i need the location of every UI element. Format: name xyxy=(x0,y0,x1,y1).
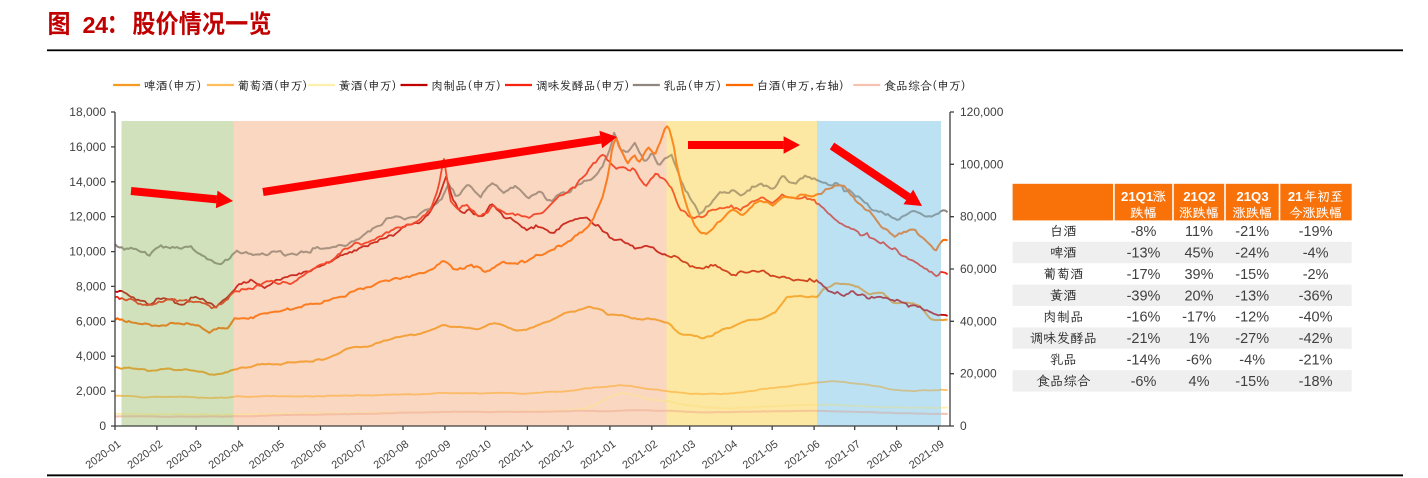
svg-text:16,000: 16,000 xyxy=(69,140,106,154)
svg-text:-15%: -15% xyxy=(1235,267,1269,283)
svg-text:-21%: -21% xyxy=(1235,224,1269,240)
svg-text:-4%: -4% xyxy=(1303,246,1329,262)
svg-text:-42%: -42% xyxy=(1299,331,1333,347)
svg-text:-27%: -27% xyxy=(1235,331,1269,347)
svg-text:4%: 4% xyxy=(1189,374,1210,390)
svg-text:14,000: 14,000 xyxy=(69,175,106,189)
svg-text:-19%: -19% xyxy=(1299,224,1333,240)
svg-text:-16%: -16% xyxy=(1127,310,1161,326)
svg-text:-17%: -17% xyxy=(1127,267,1161,283)
svg-text:-39%: -39% xyxy=(1127,288,1161,304)
svg-text:-21%: -21% xyxy=(1127,331,1161,347)
svg-text:45%: 45% xyxy=(1184,246,1213,262)
svg-text:-6%: -6% xyxy=(1131,374,1157,390)
svg-text:-15%: -15% xyxy=(1235,374,1269,390)
svg-text:-6%: -6% xyxy=(1186,353,1212,369)
svg-text:24: 24 xyxy=(83,12,108,38)
svg-text:0: 0 xyxy=(99,419,106,433)
svg-text:-14%: -14% xyxy=(1127,353,1161,369)
svg-text:21Q3: 21Q3 xyxy=(1236,189,1268,204)
svg-text:-40%: -40% xyxy=(1299,310,1333,326)
svg-text:-13%: -13% xyxy=(1235,288,1269,304)
svg-text:-36%: -36% xyxy=(1299,288,1333,304)
svg-text:20%: 20% xyxy=(1184,288,1213,304)
svg-text:80,000: 80,000 xyxy=(960,210,997,224)
svg-text:21Q2: 21Q2 xyxy=(1183,189,1215,204)
svg-text:21: 21 xyxy=(1288,189,1303,204)
svg-text:20,000: 20,000 xyxy=(960,367,997,381)
svg-text:39%: 39% xyxy=(1184,267,1213,283)
svg-text:21Q1: 21Q1 xyxy=(1121,189,1153,204)
svg-text:8,000: 8,000 xyxy=(76,279,106,293)
svg-text:-24%: -24% xyxy=(1235,246,1269,262)
svg-text:-13%: -13% xyxy=(1127,246,1161,262)
svg-text:-17%: -17% xyxy=(1182,310,1216,326)
svg-text:-21%: -21% xyxy=(1299,353,1333,369)
svg-text:-8%: -8% xyxy=(1131,224,1157,240)
svg-text:100,000: 100,000 xyxy=(960,157,1004,171)
svg-text:-18%: -18% xyxy=(1299,374,1333,390)
svg-text:-12%: -12% xyxy=(1235,310,1269,326)
svg-text:18,000: 18,000 xyxy=(69,105,106,119)
svg-text:60,000: 60,000 xyxy=(960,262,997,276)
svg-text:11%: 11% xyxy=(1185,224,1213,240)
svg-text:-2%: -2% xyxy=(1303,267,1329,283)
svg-text:40,000: 40,000 xyxy=(960,314,997,328)
svg-text:10,000: 10,000 xyxy=(69,245,106,259)
svg-text:-4%: -4% xyxy=(1239,353,1265,369)
svg-text:12,000: 12,000 xyxy=(69,210,106,224)
svg-text:2,000: 2,000 xyxy=(76,384,106,398)
svg-text:1%: 1% xyxy=(1189,331,1210,347)
svg-text:120,000: 120,000 xyxy=(960,105,1004,119)
svg-text:0: 0 xyxy=(960,419,967,433)
svg-text:6,000: 6,000 xyxy=(76,314,106,328)
svg-text:4,000: 4,000 xyxy=(76,349,106,363)
